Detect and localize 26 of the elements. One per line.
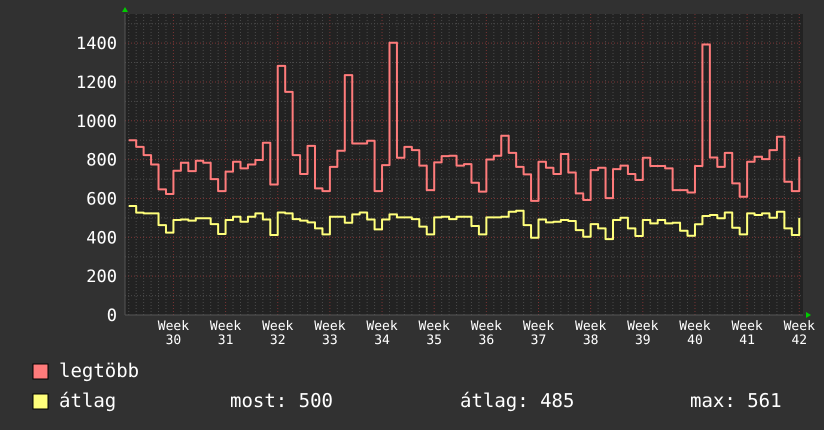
text: max: 561 [690, 390, 782, 412]
x-tick-label: Week 35 [418, 319, 450, 348]
x-tick-label: Week 38 [575, 319, 606, 348]
x-tick-label: Week 36 [470, 319, 502, 348]
text: most: 500 [230, 390, 333, 412]
y-tick-label: 600 [86, 189, 117, 210]
legend-label: legtöbb [59, 360, 140, 382]
x-tick-label: Week 34 [366, 319, 398, 348]
x-tick-label: Week 32 [262, 319, 294, 348]
x-tick-label: Week 37 [522, 319, 554, 348]
y-tick-label: 1400 [76, 34, 117, 54]
y-tick-label: 800 [86, 150, 117, 171]
x-tick-label: Week 31 [210, 319, 242, 348]
x-tick-label: Week 39 [627, 319, 659, 348]
legend-label: átlag [59, 390, 116, 412]
text: átlag: 485 [460, 390, 574, 412]
x-tick-label: Week 41 [731, 319, 763, 348]
y-tick-label: 400 [86, 228, 117, 248]
x-tick-label: Week 42 [784, 319, 816, 348]
y-tick-label: 1000 [76, 112, 117, 132]
x-tick-label: Week 40 [679, 319, 711, 348]
y-tick-label: 200 [86, 267, 117, 288]
y-tick-label: 0 [106, 306, 117, 326]
x-tick-label: Week 33 [314, 319, 346, 348]
x-tick-label: Week 30 [158, 319, 190, 348]
y-tick-label: 1200 [76, 72, 117, 93]
